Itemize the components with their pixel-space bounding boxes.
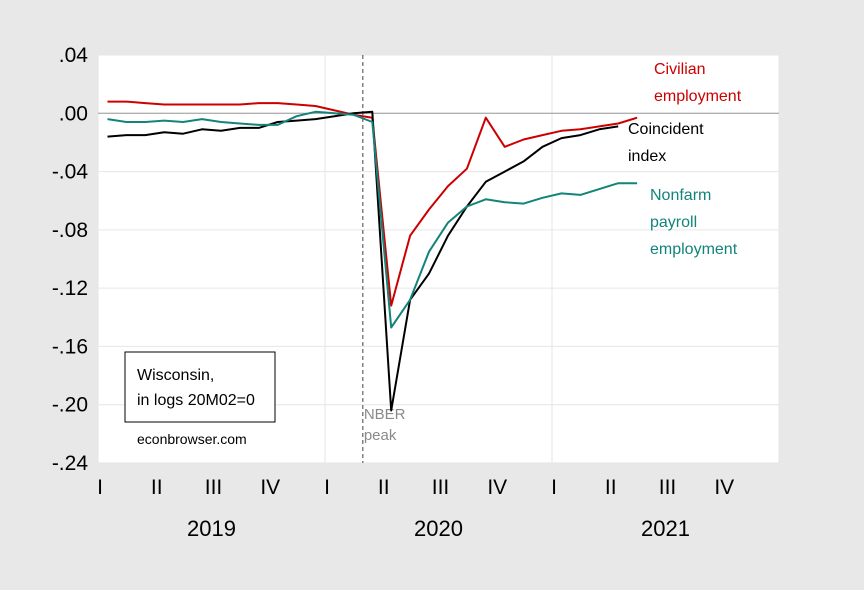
series-label: employment <box>650 241 738 258</box>
x-quarter-label: II <box>151 476 163 499</box>
x-quarter-label: IV <box>487 476 507 499</box>
source-label: econbrowser.com <box>137 431 247 447</box>
y-tick-label: -.08 <box>52 219 88 242</box>
series-label: index <box>628 148 666 165</box>
x-quarter-label: I <box>551 476 557 499</box>
x-quarter-label: I <box>97 476 103 499</box>
x-quarter-label: II <box>378 476 390 499</box>
annotation-line-2: in logs 20M02=0 <box>137 392 255 409</box>
x-quarter-label: III <box>659 476 677 499</box>
y-tick-label: .00 <box>59 102 88 125</box>
x-quarter-label: III <box>432 476 450 499</box>
annotation-box: Wisconsin, in logs 20M02=0 <box>124 351 276 423</box>
series-labels: Civilian employment Coincident index Nonfarm… <box>628 61 742 258</box>
x-quarter-label: I <box>324 476 330 499</box>
series-label: employment <box>654 88 742 105</box>
y-tick-label: -.12 <box>52 277 88 300</box>
annotation-line-1: Wisconsin, <box>137 367 214 384</box>
series-lines <box>107 100 638 412</box>
series-label: payroll <box>650 214 697 231</box>
x-year-label: 2021 <box>641 516 690 541</box>
x-quarter-label: III <box>205 476 223 499</box>
y-tick-label: -.16 <box>52 335 88 358</box>
x-quarter-label: IV <box>714 476 734 499</box>
y-axis-ticks: .04 .00 -.04 -.08 -.12 -.16 -.20 -.24 <box>52 44 89 475</box>
y-tick-label: -.20 <box>52 394 88 417</box>
series-line <box>107 110 619 412</box>
x-quarter-label: II <box>605 476 617 499</box>
x-quarter-label: IV <box>260 476 280 499</box>
series-line <box>107 110 638 329</box>
y-tick-label: -.24 <box>52 452 89 475</box>
series-label: Coincident <box>628 121 704 138</box>
series-label: Nonfarm <box>650 187 711 204</box>
annotation-box-frame <box>124 351 276 423</box>
y-tick-label: .04 <box>59 44 89 67</box>
series-label: Civilian <box>654 61 706 78</box>
x-year-label: 2020 <box>414 516 463 541</box>
nber-peak-label: peak <box>364 427 397 444</box>
nber-peak-label: NBER <box>364 406 406 423</box>
y-tick-label: -.04 <box>52 161 89 184</box>
x-year-label: 2019 <box>187 516 236 541</box>
nber-peak-marker: NBER peak <box>362 55 406 463</box>
